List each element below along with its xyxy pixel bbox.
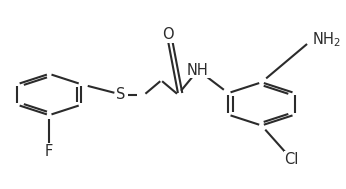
Text: O: O <box>162 27 174 42</box>
Text: Cl: Cl <box>284 152 299 167</box>
Text: S: S <box>116 87 126 102</box>
Text: NH$_2$: NH$_2$ <box>312 31 341 50</box>
Text: F: F <box>45 144 53 159</box>
Text: NH: NH <box>187 63 209 78</box>
